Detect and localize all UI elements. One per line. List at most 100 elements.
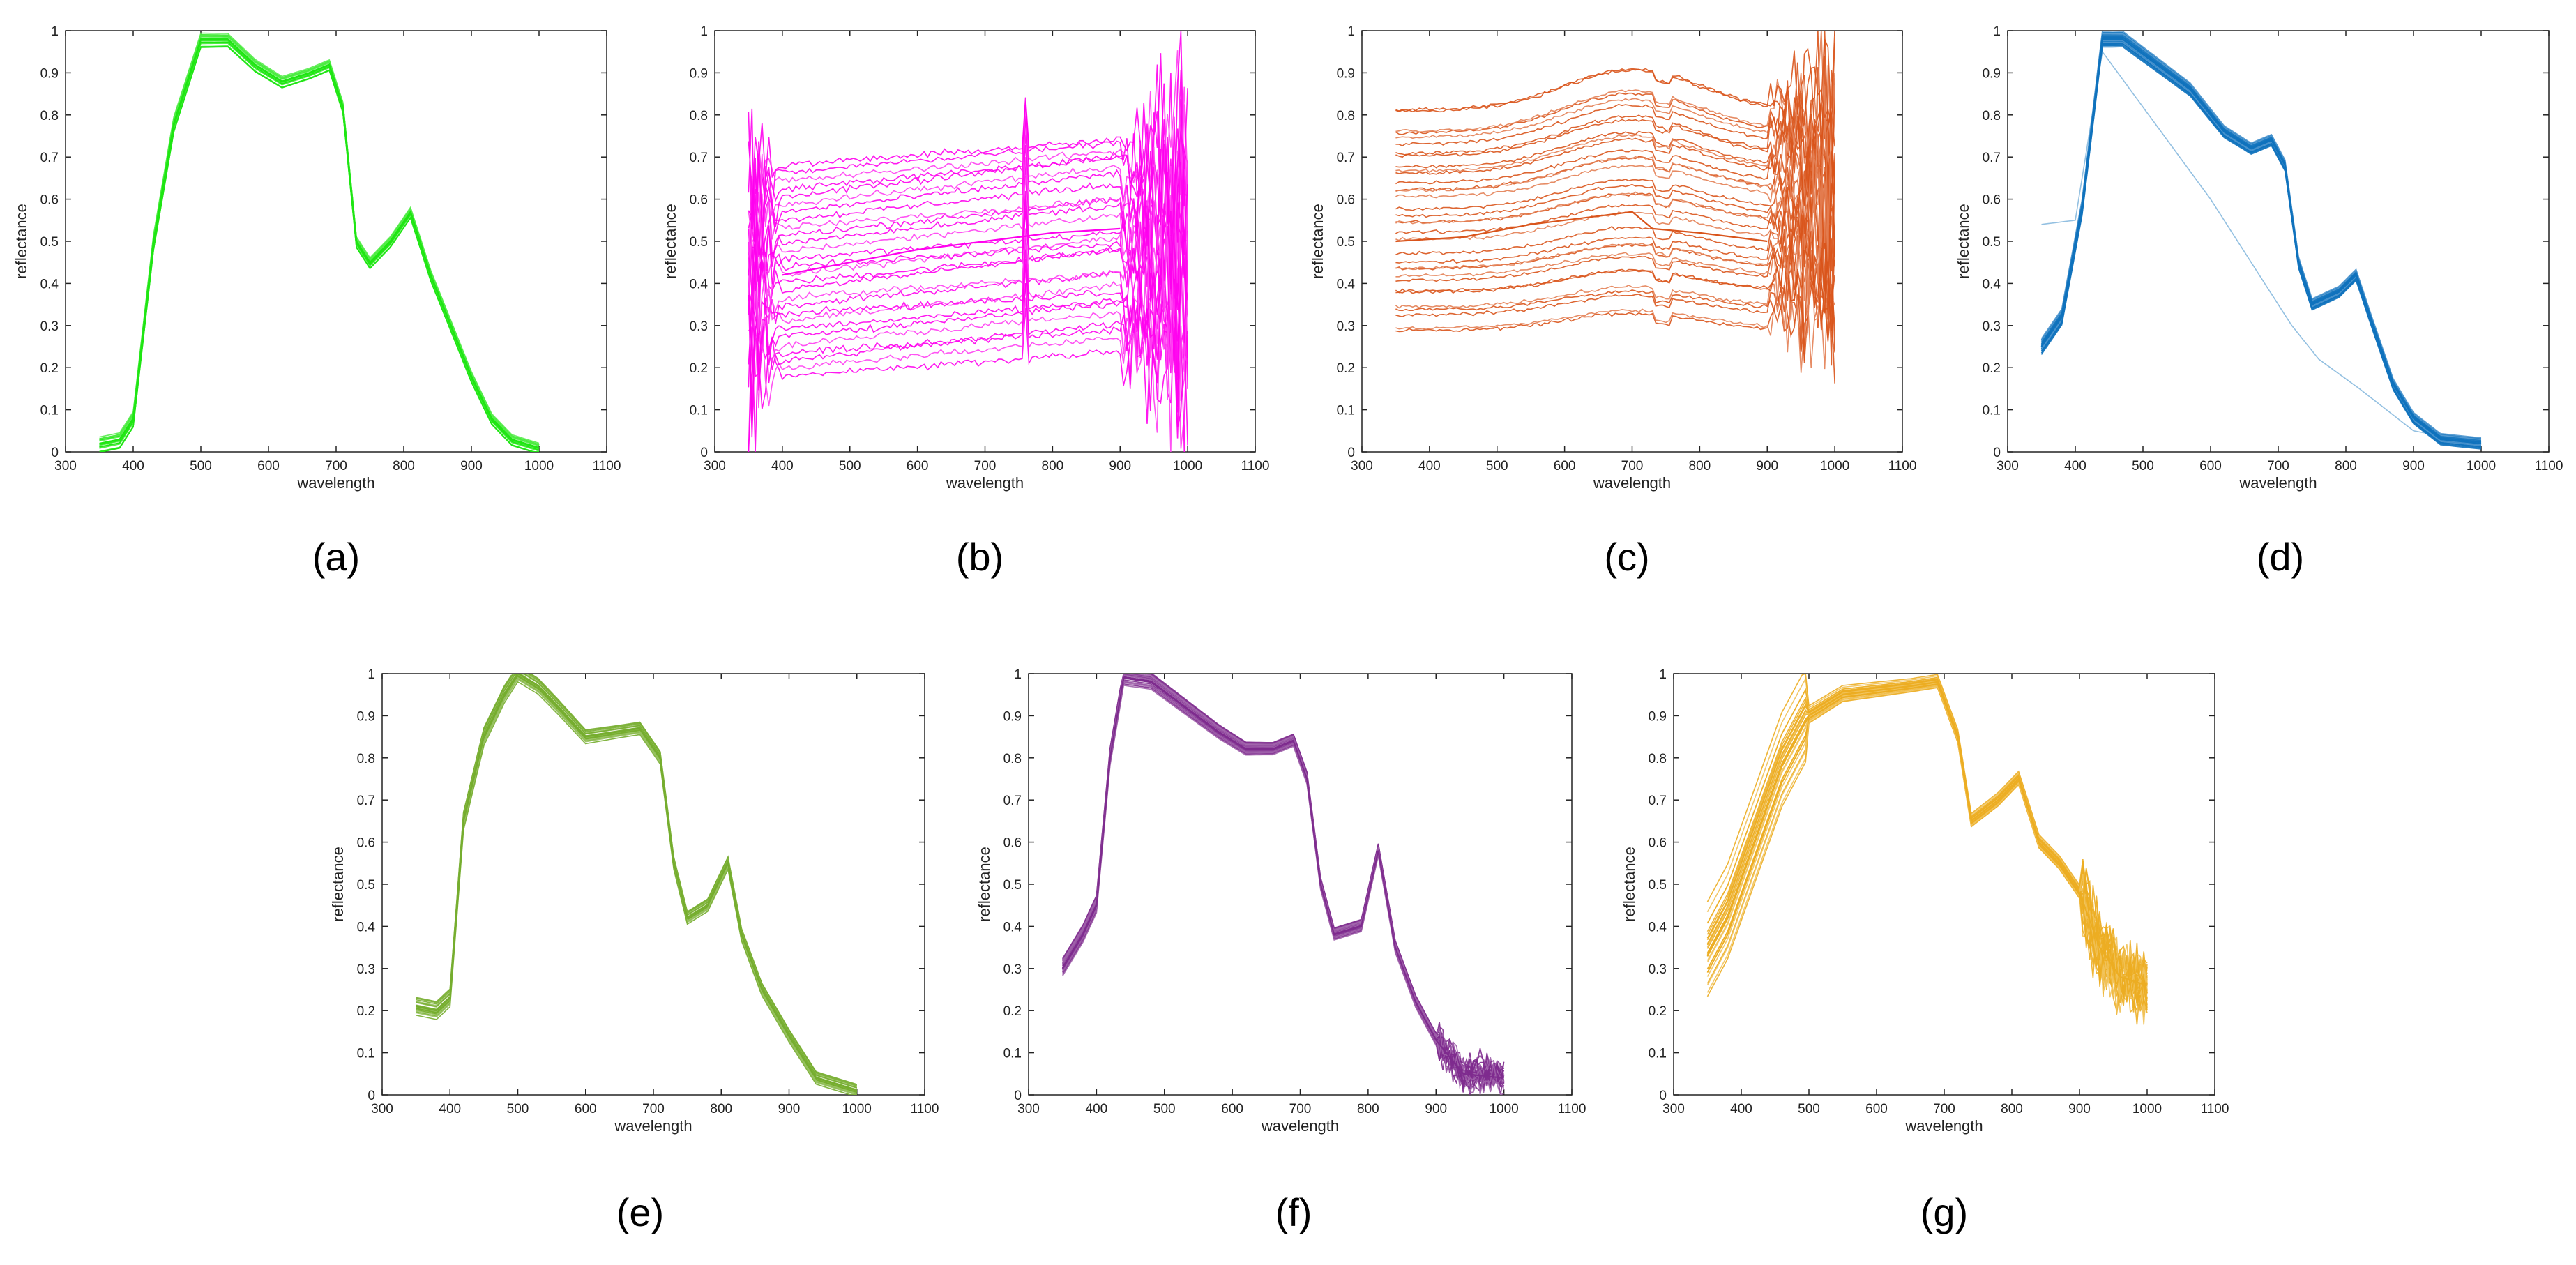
chart-panel: 300 400 500 600 700 800 900 1000 1100 0 0.1 0.2 0.3 0… xyxy=(976,667,1586,1234)
y-tick-label: 0.5 xyxy=(1003,878,1022,893)
y-tick-label: 0.8 xyxy=(1649,752,1667,766)
spectrum-line xyxy=(1395,70,1835,206)
spectrum-line xyxy=(1395,185,1835,314)
x-tick-label: 1000 xyxy=(1820,459,1849,474)
spectrum-line xyxy=(1062,674,1505,1088)
spectrum-line xyxy=(1395,31,1835,137)
x-tick-label: 700 xyxy=(1289,1102,1312,1116)
panel-caption: (a) xyxy=(312,535,360,579)
y-tick-label: 0.3 xyxy=(1337,319,1355,334)
spectrum-line xyxy=(748,98,1188,278)
y-tick-label: 0.6 xyxy=(357,836,375,851)
spectrum-line xyxy=(1395,238,1835,348)
y-tick-label: 0.6 xyxy=(1649,836,1667,851)
y-tick-label: 0.8 xyxy=(40,109,59,123)
y-tick-label: 0.1 xyxy=(1003,1047,1022,1061)
spectrum-line xyxy=(748,157,1188,413)
y-tick-label: 0.5 xyxy=(357,878,375,893)
x-tick-label: 600 xyxy=(2199,459,2222,474)
y-tick-label: 0.3 xyxy=(357,962,375,977)
x-tick-label: 400 xyxy=(1730,1102,1752,1116)
spectrum-line xyxy=(1395,219,1835,328)
y-tick-label: 0.7 xyxy=(357,794,375,808)
spectrum-line xyxy=(1706,676,2148,1008)
y-tick-label: 0.4 xyxy=(1337,277,1356,291)
y-tick-label: 0.5 xyxy=(690,235,708,250)
y-tick-label: 0.4 xyxy=(357,920,376,934)
y-tick-label: 0.2 xyxy=(1983,361,2001,376)
x-tick-label: 300 xyxy=(1662,1102,1685,1116)
panel-caption: (g) xyxy=(1920,1190,1968,1234)
spectrum-line xyxy=(748,187,1188,325)
spectrum-line xyxy=(1706,683,2148,996)
chart-panel: 300 400 500 600 700 800 900 1000 1100 0 0.1 0.2 0.3 0… xyxy=(1309,24,1916,579)
spectrum-line xyxy=(1395,167,1835,301)
y-tick-label: 0.6 xyxy=(1003,836,1022,851)
x-tick-label: 700 xyxy=(325,459,347,474)
x-tick-label: 400 xyxy=(439,1102,461,1116)
y-tick-label: 0.9 xyxy=(1983,66,2001,81)
y-tick-label: 0.8 xyxy=(690,109,708,123)
y-tick-label: 0.8 xyxy=(1983,109,2001,123)
spectrum-line xyxy=(748,165,1188,366)
x-tick-label: 900 xyxy=(778,1102,801,1116)
spectra-group xyxy=(416,674,858,1095)
y-tick-label: 0.3 xyxy=(690,319,708,334)
spectrum-line xyxy=(1062,684,1504,1095)
panel-caption: (c) xyxy=(1604,535,1649,579)
spectrum-line xyxy=(1395,231,1835,352)
y-tick-label: 0.9 xyxy=(1003,709,1022,724)
x-axis-label: wavelength xyxy=(1261,1117,1339,1135)
spectrum-line xyxy=(748,214,1188,428)
x-tick-label: 1100 xyxy=(1558,1102,1586,1116)
spectrum-line xyxy=(1395,135,1835,361)
y-tick-label: 0.4 xyxy=(1983,277,2001,291)
spectrum-line xyxy=(748,50,1188,258)
x-tick-label: 1000 xyxy=(1489,1102,1518,1116)
spectrum-line xyxy=(748,259,1188,449)
x-tick-label: 600 xyxy=(575,1102,597,1116)
panel-caption: (e) xyxy=(616,1190,664,1234)
spectrum-line xyxy=(1395,31,1835,225)
x-axis-label: wavelength xyxy=(296,474,374,492)
y-tick-label: 0.5 xyxy=(1337,235,1355,250)
x-tick-label: 900 xyxy=(1109,459,1131,474)
spectrum-line xyxy=(1706,687,2148,1006)
spectrum-line xyxy=(2040,34,2482,441)
spectra-group xyxy=(1061,674,1505,1095)
series-line xyxy=(416,674,858,1092)
spectrum-line xyxy=(1395,160,1835,250)
spectrum-line xyxy=(1706,674,2148,1008)
spectrum-line xyxy=(748,242,1188,452)
panel-caption: (d) xyxy=(2257,535,2304,579)
x-tick-label: 1100 xyxy=(911,1102,939,1116)
y-tick-label: 0.8 xyxy=(1337,109,1355,123)
x-tick-label: 500 xyxy=(2132,459,2154,474)
x-tick-label: 500 xyxy=(1486,459,1508,474)
x-tick-label: 900 xyxy=(2402,459,2425,474)
y-axis-label: reflectance xyxy=(976,847,993,922)
spectrum-line xyxy=(748,178,1188,452)
y-tick-label: 0 xyxy=(368,1089,375,1103)
spectrum-line xyxy=(1395,67,1835,218)
y-tick-label: 0.7 xyxy=(1337,151,1355,165)
spectrum-line xyxy=(2041,50,2482,444)
x-tick-label: 600 xyxy=(907,459,929,474)
x-tick-label: 400 xyxy=(771,459,794,474)
x-tick-label: 800 xyxy=(1357,1102,1379,1116)
x-tick-label: 1100 xyxy=(1888,459,1917,474)
spectrum-line xyxy=(1395,65,1835,243)
series-line xyxy=(2040,38,2482,444)
x-axis-label: wavelength xyxy=(946,474,1024,492)
y-tick-label: 1 xyxy=(1993,24,2001,39)
spectrum-line xyxy=(1395,115,1835,290)
x-tick-label: 800 xyxy=(710,1102,732,1116)
series-line xyxy=(1061,676,1504,1079)
x-tick-label: 600 xyxy=(257,459,280,474)
y-tick-label: 1 xyxy=(1347,24,1355,39)
spectrum-line xyxy=(1395,162,1835,366)
spectra-group xyxy=(1395,31,1835,384)
y-tick-label: 0.1 xyxy=(690,404,708,418)
y-tick-label: 0.6 xyxy=(690,193,708,208)
x-tick-label: 1000 xyxy=(524,459,554,474)
